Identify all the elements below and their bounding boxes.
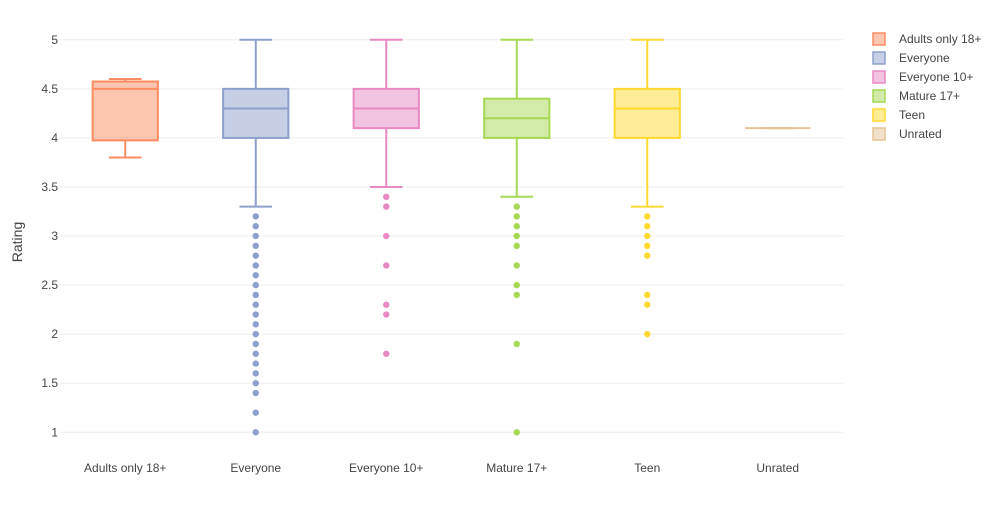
legend-swatch [872, 127, 886, 141]
outlier-point [513, 262, 520, 269]
outlier-point [383, 193, 390, 200]
outlier-point [513, 213, 520, 220]
outlier-point [513, 340, 520, 348]
outlier-point [252, 350, 259, 357]
y-tick-label: 3 [51, 229, 58, 243]
outlier-point [252, 281, 259, 289]
outlier-point [513, 291, 520, 299]
outlier-point [644, 252, 651, 259]
outlier-point [513, 203, 520, 210]
outlier-point [644, 232, 651, 240]
x-tick-label: Everyone 10+ [349, 461, 423, 475]
outlier-point [252, 242, 259, 250]
outlier-point [644, 242, 651, 250]
y-tick-label: 5 [51, 33, 58, 47]
outlier-point [252, 252, 259, 259]
box-teen[interactable] [613, 38, 681, 338]
outlier-point [252, 330, 259, 338]
legend-swatch [872, 89, 886, 103]
legend-label: Everyone [899, 51, 950, 65]
outlier-point [252, 301, 259, 308]
box-everyone[interactable] [222, 38, 290, 436]
outlier-point [252, 429, 259, 436]
outlier-point [383, 311, 390, 318]
outlier-point [513, 223, 520, 230]
legend-item[interactable]: Mature 17+ [872, 89, 960, 103]
outlier-point [252, 311, 259, 318]
y-tick-label: 2.5 [41, 278, 58, 292]
legend-label: Teen [899, 108, 925, 122]
legend-item[interactable]: Everyone 10+ [872, 70, 973, 84]
outlier-point [513, 429, 520, 436]
outlier-point [252, 223, 259, 230]
legend-swatch [872, 108, 886, 122]
outlier-point [252, 262, 259, 269]
legend-label: Mature 17+ [899, 89, 960, 103]
outlier-point [383, 301, 390, 308]
legend-label: Unrated [899, 127, 942, 141]
outlier-point [252, 272, 259, 279]
x-axis-ticks: Adults only 18+ Everyone Everyone 10+ Matur… [84, 461, 799, 475]
outlier-point [513, 232, 520, 240]
box-iqr[interactable] [222, 87, 290, 139]
outlier-point [513, 281, 520, 289]
x-tick-label: Teen [634, 461, 660, 475]
legend-item[interactable]: Unrated [872, 127, 942, 141]
legend-swatch [872, 51, 886, 65]
legend-label: Adults only 18+ [899, 32, 981, 46]
legend-swatch [872, 32, 886, 46]
y-tick-label: 4.5 [41, 82, 58, 96]
x-tick-label: Unrated [756, 461, 799, 475]
outlier-point [644, 223, 651, 230]
outlier-point [252, 380, 259, 387]
x-tick-label: Adults only 18+ [84, 461, 166, 475]
y-tick-label: 3.5 [41, 180, 58, 194]
legend-item[interactable]: Everyone [872, 51, 950, 65]
x-tick-label: Mature 17+ [486, 461, 547, 475]
box-iqr[interactable] [91, 80, 159, 142]
y-tick-label: 1 [51, 425, 58, 439]
outlier-point [252, 213, 259, 220]
legend-swatch [872, 70, 886, 84]
outlier-point [252, 389, 259, 397]
legend[interactable]: Adults only 18+ Everyone Everyone 10+ Matur… [872, 32, 981, 141]
legend-item[interactable]: Teen [872, 108, 925, 122]
box-iqr[interactable] [613, 87, 681, 139]
legend-label: Everyone 10+ [899, 70, 973, 84]
y-axis-ticks: 1 1.5 2 2.5 3 3.5 4 4.5 5 [41, 33, 58, 439]
box-adults-only-18[interactable] [91, 78, 159, 159]
outlier-point [383, 262, 390, 269]
outlier-point [252, 321, 259, 328]
outlier-point [644, 213, 651, 220]
outlier-point [252, 232, 259, 240]
outlier-point [252, 291, 259, 299]
outlier-point [252, 409, 259, 416]
y-tick-label: 1.5 [41, 376, 58, 390]
legend-item[interactable]: Adults only 18+ [872, 32, 981, 46]
outlier-point [644, 330, 651, 338]
outlier-point [383, 203, 390, 210]
outlier-point [513, 242, 520, 250]
y-tick-label: 2 [51, 327, 58, 341]
outlier-point [252, 340, 259, 348]
y-axis-title: Rating [9, 222, 25, 262]
box-mature-17[interactable] [483, 38, 551, 436]
outlier-point [252, 370, 259, 377]
outlier-point [644, 291, 651, 299]
y-tick-label: 4 [51, 131, 58, 145]
grid-layer [60, 39, 843, 433]
outlier-point [252, 360, 259, 367]
x-tick-label: Everyone [230, 461, 281, 475]
outlier-point [383, 232, 390, 240]
boxes-layer [91, 38, 811, 436]
outlier-point [644, 301, 651, 308]
box-everyone-10[interactable] [352, 38, 420, 357]
outlier-point [383, 350, 390, 357]
